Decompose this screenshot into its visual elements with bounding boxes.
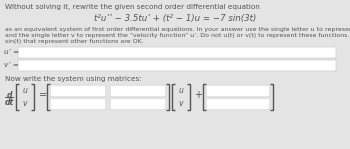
Text: dt: dt <box>5 98 14 107</box>
Text: v: v <box>23 99 27 108</box>
FancyBboxPatch shape <box>110 98 166 110</box>
FancyBboxPatch shape <box>50 85 106 97</box>
Text: Without solving it, rewrite the given second order differential equation: Without solving it, rewrite the given se… <box>5 4 260 10</box>
Text: sin(t) that represent other functions are OK.: sin(t) that represent other functions ar… <box>5 39 144 44</box>
Text: and the single letter v to represent the “velocity function” u’. Do not u(t) or : and the single letter v to represent the… <box>5 33 350 38</box>
Text: as an equivalent system of first order differential equations. In your answer us: as an equivalent system of first order d… <box>5 27 350 32</box>
Text: Now write the system using matrices:: Now write the system using matrices: <box>5 76 142 82</box>
FancyBboxPatch shape <box>18 47 336 58</box>
FancyBboxPatch shape <box>18 60 336 71</box>
Text: u: u <box>22 86 27 95</box>
Text: v’ =: v’ = <box>4 62 19 68</box>
Text: u’ =: u’ = <box>4 49 19 55</box>
FancyBboxPatch shape <box>110 85 166 97</box>
FancyBboxPatch shape <box>206 85 270 97</box>
FancyBboxPatch shape <box>206 98 270 110</box>
Text: +: + <box>194 90 202 100</box>
Text: d: d <box>6 91 12 100</box>
FancyBboxPatch shape <box>50 98 106 110</box>
Text: v: v <box>179 99 183 108</box>
Text: u: u <box>178 86 183 95</box>
Text: t²u’’ − 3.5tu’ + (t² − 1)u = −7 sin(3t): t²u’’ − 3.5tu’ + (t² − 1)u = −7 sin(3t) <box>94 14 256 23</box>
Text: =: = <box>39 90 47 100</box>
